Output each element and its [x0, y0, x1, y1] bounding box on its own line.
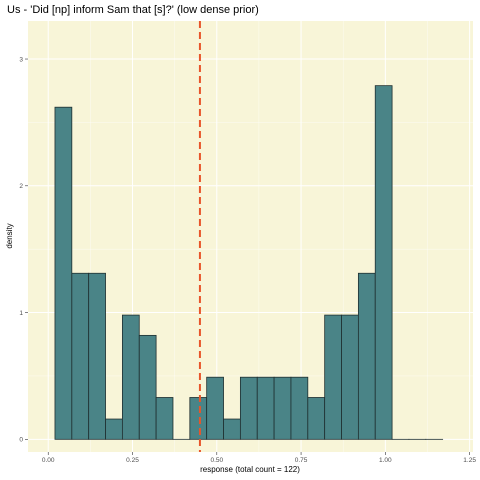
- histogram-bar: [290, 376, 309, 440]
- x-axis: 0.00 0.25 0.50 0.75 1.00 1.25: [42, 452, 476, 464]
- y-axis: 0 1 2 3: [19, 56, 28, 444]
- x-tick-label: 1.00: [379, 457, 392, 464]
- y-tick-label: 1: [19, 310, 23, 317]
- histogram-bar: [256, 376, 275, 440]
- histogram-bar: [206, 376, 224, 440]
- grid-minor: [28, 21, 473, 452]
- y-tick-label: 3: [19, 56, 23, 63]
- histogram-bar: [71, 272, 90, 440]
- histogram-bar: [54, 106, 73, 440]
- histogram-bar: [155, 397, 174, 440]
- chart-title: Us - 'Did [np] inform Sam that [s]?' (lo…: [7, 4, 259, 16]
- x-tick-label: 0.75: [295, 457, 308, 464]
- y-tick-label: 0: [19, 437, 23, 444]
- histogram-bar: [138, 334, 157, 440]
- histogram-bar: [223, 418, 241, 440]
- x-tick-label: 0.50: [210, 457, 223, 464]
- histogram-bar: [324, 314, 342, 440]
- y-tick-label: 2: [19, 183, 23, 190]
- x-tick-label: 0.00: [42, 457, 55, 464]
- y-axis-title: density: [5, 223, 14, 248]
- histogram-bar: [374, 85, 393, 440]
- histogram-bar: [307, 397, 326, 440]
- histogram-bar: [341, 314, 359, 440]
- x-axis-title: response (total count = 122): [200, 465, 300, 474]
- histogram-bar: [239, 376, 258, 440]
- histogram-bars: [54, 85, 444, 440]
- histogram-bar: [121, 314, 140, 440]
- histogram-bar: [357, 272, 376, 440]
- x-tick-label: 0.25: [126, 457, 139, 464]
- histogram-bar: [189, 397, 208, 440]
- x-tick-label: 1.25: [463, 457, 476, 464]
- histogram-bar: [273, 376, 292, 440]
- histogram-bar: [88, 272, 106, 440]
- histogram-bar: [105, 418, 123, 440]
